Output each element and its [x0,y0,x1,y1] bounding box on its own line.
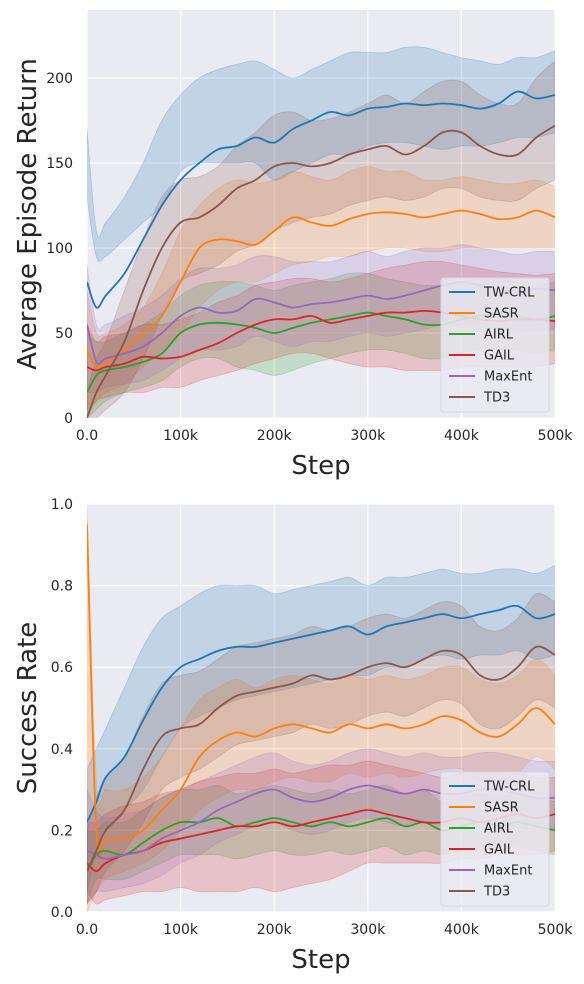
x-tick-label: 200k [257,922,293,938]
y-tick-label: 200 [46,71,73,87]
x-tick-label: 0.0 [76,428,98,444]
legend-label-tw-crl: TW-CRL [483,780,535,795]
x-tick-label: 0.0 [76,922,98,938]
line-td3 [87,645,555,872]
legend-label-airl: AIRL [484,822,514,837]
x-tick-label: 400k [444,428,480,444]
line-tw-crl [87,604,555,823]
line-td3 [87,124,555,418]
legend-label-maxent: MaxEnt [484,370,532,385]
band-gail [87,760,555,905]
x-axis-label: Step [291,451,350,481]
band-tw-crl [87,46,555,263]
series-group [87,46,555,418]
line-sasr [87,209,555,369]
y-tick-label: 100 [46,241,73,257]
y-axis-label: Average Episode Return [13,58,43,370]
legend-box [440,277,550,413]
y-tick-label: 50 [55,326,73,342]
legend-label-gail: GAIL [484,349,515,364]
y-tick-label: 0.8 [51,579,73,595]
x-tick-label: 400k [444,922,480,938]
legend-label-td3: TD3 [483,885,510,900]
x-tick-label: 200k [257,428,293,444]
success-rate-panel: 0.0 100k 200k 300k 400k 500k 0.0 0.2 0.4 0.6 0.8 1.… [13,497,573,975]
y-tick-label: 0.4 [51,742,73,758]
x-tick-label: 300k [350,428,386,444]
legend: TW-CRL SASR AIRL GAIL MaxEnt TD3 [440,277,550,413]
band-td3 [87,592,555,905]
y-tick-label: 0 [64,411,73,427]
y-tick-label: 0.0 [51,905,73,921]
y-axis-label: Success Rate [13,622,43,795]
band-gail [87,260,555,418]
band-tw-crl [87,564,555,892]
y-tick-label: 150 [46,156,73,172]
line-sasr [87,524,555,857]
x-tick-label: 500k [538,922,574,938]
legend-label-td3: TD3 [483,391,510,406]
y-tick-label: 0.2 [51,823,73,839]
series-group [87,504,555,912]
legend-label-sasr: SASR [484,801,519,816]
y-tick-label: 0.6 [51,660,73,676]
x-tick-label: 300k [350,922,386,938]
band-maxent [87,748,555,905]
line-tw-crl [87,90,555,309]
band-td3 [87,60,555,418]
x-axis-label: Step [291,945,350,975]
return-panel: 0.0 100k 200k 300k 400k 500k 0 50 100 150 200 Step A… [13,10,573,481]
band-airl [87,272,555,418]
band-sasr [87,504,555,912]
legend-box [440,771,550,907]
legend: TW-CRL SASR AIRL GAIL MaxEnt TD3 [440,771,550,907]
band-sasr [87,165,555,411]
legend-label-tw-crl: TW-CRL [483,286,535,301]
y-tick-label: 1.0 [51,497,73,513]
x-tick-label: 100k [163,428,199,444]
x-tick-label: 100k [163,922,199,938]
band-airl [87,785,555,904]
x-tick-label: 500k [538,428,574,444]
legend-label-gail: GAIL [484,843,515,858]
legend-label-airl: AIRL [484,328,514,343]
legend-label-maxent: MaxEnt [484,864,532,879]
legend-label-sasr: SASR [484,307,519,322]
